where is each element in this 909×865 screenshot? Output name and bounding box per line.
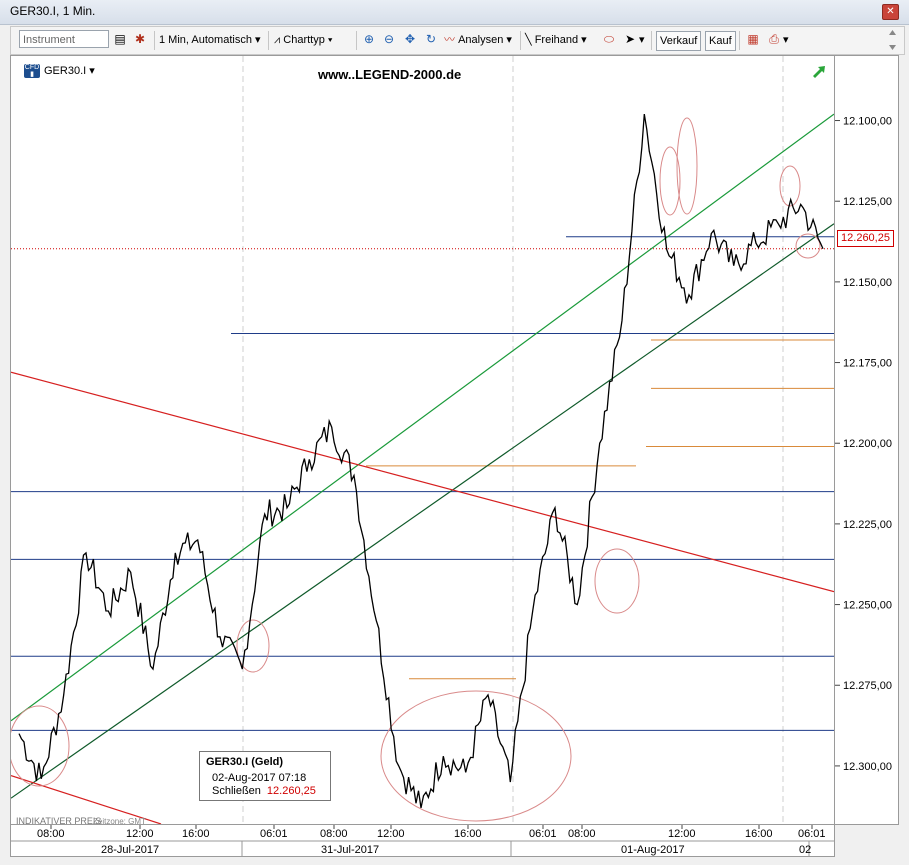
last-price-marker: 12.260,25: [837, 230, 894, 247]
price-tick-label: 12.150,00: [843, 277, 892, 289]
legend-datetime: 02-Aug-2017 07:18: [212, 772, 307, 784]
window-title: GER30.I, 1 Min.: [10, 4, 96, 18]
time-tick-label: 16:00: [454, 828, 482, 840]
time-tick-label: 12:00: [126, 828, 154, 840]
pen-icon: ╲: [525, 34, 532, 46]
symbol-label: GER30.I: [44, 65, 87, 77]
instrument-list-icon[interactable]: ▤: [114, 32, 126, 46]
instrument-input[interactable]: Instrument: [19, 30, 109, 48]
time-tick-label: 08:00: [320, 828, 348, 840]
zoom-out-icon[interactable]: ⊖: [383, 32, 395, 46]
analyses-icon: 〰: [444, 34, 455, 46]
timezone-label: Zeitzone: GMT: [93, 817, 146, 826]
charttype-label: Charttyp: [283, 34, 325, 46]
fit-icon[interactable]: ✥: [404, 32, 416, 46]
toolbar-divider: [356, 31, 357, 50]
time-tick-label: 08:00: [37, 828, 65, 840]
charttype-dropdown[interactable]: ⩘ Charttyp ▾: [274, 34, 333, 46]
red-trend-line: [11, 371, 834, 593]
price-tick-label: 12.275,00: [843, 680, 892, 692]
highlight-circle: [795, 233, 821, 259]
analyses-dropdown[interactable]: 〰 Analysen ▾: [444, 34, 512, 46]
highlight-circle: [659, 146, 681, 216]
legend-title: GER30.I (Geld): [206, 756, 284, 768]
red-trend-line-lower: [11, 775, 162, 824]
highlight-circle: [594, 548, 640, 614]
date-label: 31-Jul-2017: [321, 844, 379, 856]
price-type-label: INDIKATIVER PREIS: [16, 816, 102, 826]
toolbar-divider: [739, 31, 740, 50]
price-tick-label: 12.250,00: [843, 600, 892, 612]
time-tick-label: 16:00: [182, 828, 210, 840]
zoom-in-icon[interactable]: ⊕: [363, 32, 375, 46]
refresh-icon[interactable]: ↻: [425, 32, 437, 46]
price-tick-label: 12.125,00: [843, 196, 892, 208]
sell-button[interactable]: Verkauf: [656, 31, 702, 51]
price-chart[interactable]: [11, 56, 834, 824]
watermark-text: www..LEGEND-2000.de: [318, 67, 462, 82]
title-bar: GER30.I, 1 Min. ✕: [0, 0, 909, 25]
chart-area[interactable]: [10, 55, 835, 825]
lower-trend-line: [11, 223, 834, 799]
trend-up-icon: [813, 66, 825, 78]
highlight-circle: [676, 117, 698, 215]
toolbar-divider: [520, 31, 521, 50]
toolbar-scroll-arrows[interactable]: [886, 26, 899, 54]
cursor-dropdown[interactable]: ➤ ▾: [624, 32, 645, 46]
freehand-dropdown[interactable]: ╲ Freihand ▾: [525, 34, 587, 46]
time-tick-label: 12:00: [377, 828, 405, 840]
date-label: 02: [799, 844, 811, 856]
legend-close-value: 12.260,25: [266, 785, 316, 797]
highlight-circle: [779, 165, 801, 207]
time-tick-label: 12:00: [668, 828, 696, 840]
highlight-circle: [11, 705, 70, 787]
highlight-circle: [236, 619, 270, 673]
date-label: 01-Aug-2017: [621, 844, 685, 856]
eraser-icon[interactable]: ⬭: [603, 32, 615, 46]
symbol-selector[interactable]: CFD ▮ GER30.I ▾: [24, 64, 95, 79]
freehand-label: Freihand: [534, 34, 579, 46]
toolbar-divider: [651, 31, 652, 50]
time-tick-label: 06:01: [260, 828, 288, 840]
buy-button[interactable]: Kauf: [705, 31, 736, 51]
cfd-icon: CFD ▮: [24, 64, 40, 79]
time-tick-label: 16:00: [745, 828, 773, 840]
time-axis: 08:00 12:00 16:00 06:01 08:00 12:00 16:00 06:01…: [10, 825, 835, 857]
legend-close: Schließen 12.260,25: [212, 785, 316, 797]
analyses-label: Analysen: [458, 34, 504, 46]
date-label: 28-Jul-2017: [101, 844, 159, 856]
upper-trend-line: [11, 113, 834, 722]
toolbar-divider: [268, 31, 269, 50]
compare-icon[interactable]: ✱: [134, 32, 146, 46]
price-tick-label: 12.100,00: [843, 116, 892, 128]
print-dropdown[interactable]: ⎙ ▾: [769, 32, 789, 46]
highlight-circle: [380, 690, 572, 822]
chart-toolbar: Instrument ▤ ✱ 1 Min, Automatisch ▾ ⩘ Ch…: [10, 26, 905, 55]
time-tick-label: 08:00: [568, 828, 596, 840]
price-line: [18, 113, 824, 809]
price-tick-label: 12.300,00: [843, 761, 892, 773]
timeframe-label: 1 Min, Automatisch: [159, 34, 252, 46]
price-legend: GER30.I (Geld) 02-Aug-2017 07:18 Schließ…: [199, 751, 331, 801]
toolbar-divider: [154, 31, 155, 50]
price-axis: 12.300,00 12.275,00 12.250,00 12.225,00 12.2…: [835, 55, 899, 825]
legend-close-label: Schließen: [212, 785, 261, 797]
price-tick-label: 12.200,00: [843, 438, 892, 450]
price-tick-label: 12.175,00: [843, 358, 892, 370]
close-icon[interactable]: ✕: [882, 4, 899, 20]
chart-line-icon: ⩘: [274, 34, 281, 46]
timeframe-dropdown[interactable]: 1 Min, Automatisch ▾: [159, 34, 261, 46]
price-tick-label: 12.225,00: [843, 519, 892, 531]
time-tick-label: 06:01: [798, 828, 826, 840]
indicator-icon[interactable]: ▦: [747, 32, 759, 46]
time-tick-label: 06:01: [529, 828, 557, 840]
